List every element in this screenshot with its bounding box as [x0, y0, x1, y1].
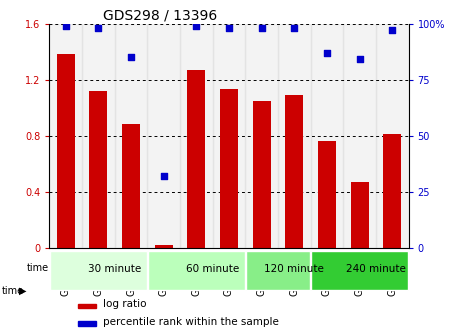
Point: [389, 28, 396, 33]
Text: log ratio: log ratio: [103, 299, 147, 309]
Bar: [147, 24, 180, 248]
Text: 240 minute: 240 minute: [346, 264, 406, 274]
Bar: [351, 182, 369, 248]
Bar: [82, 24, 114, 248]
Point: [128, 54, 135, 60]
Bar: [148, 251, 245, 290]
Bar: [246, 251, 310, 290]
Text: time: time: [2, 286, 24, 296]
Text: 60 minute: 60 minute: [186, 264, 239, 274]
Text: 120 minute: 120 minute: [264, 264, 324, 274]
Point: [291, 25, 298, 31]
Point: [62, 23, 69, 29]
Bar: [49, 24, 82, 248]
Text: ▶: ▶: [19, 286, 26, 296]
Bar: [311, 251, 408, 290]
Point: [323, 50, 330, 55]
Point: [225, 25, 233, 31]
Bar: [253, 100, 271, 248]
Bar: [122, 124, 140, 248]
Bar: [57, 54, 75, 248]
Bar: [50, 251, 147, 290]
Point: [193, 23, 200, 29]
Bar: [343, 24, 376, 248]
Bar: [285, 95, 303, 248]
Bar: [78, 304, 96, 308]
Text: 30 minute: 30 minute: [88, 264, 141, 274]
Point: [160, 173, 167, 179]
Point: [356, 57, 363, 62]
Bar: [245, 24, 278, 248]
Bar: [155, 245, 173, 248]
Bar: [311, 24, 343, 248]
Bar: [220, 89, 238, 248]
Bar: [383, 134, 401, 248]
Bar: [89, 91, 107, 248]
Point: [95, 25, 102, 31]
Bar: [213, 24, 245, 248]
Bar: [376, 24, 409, 248]
Point: [258, 25, 265, 31]
Bar: [180, 24, 213, 248]
Bar: [114, 24, 147, 248]
Text: percentile rank within the sample: percentile rank within the sample: [103, 317, 279, 327]
Bar: [78, 321, 96, 326]
Bar: [318, 141, 336, 248]
Bar: [187, 70, 205, 248]
Text: time: time: [27, 263, 49, 273]
Text: GDS298 / 13396: GDS298 / 13396: [103, 8, 217, 23]
Bar: [278, 24, 311, 248]
